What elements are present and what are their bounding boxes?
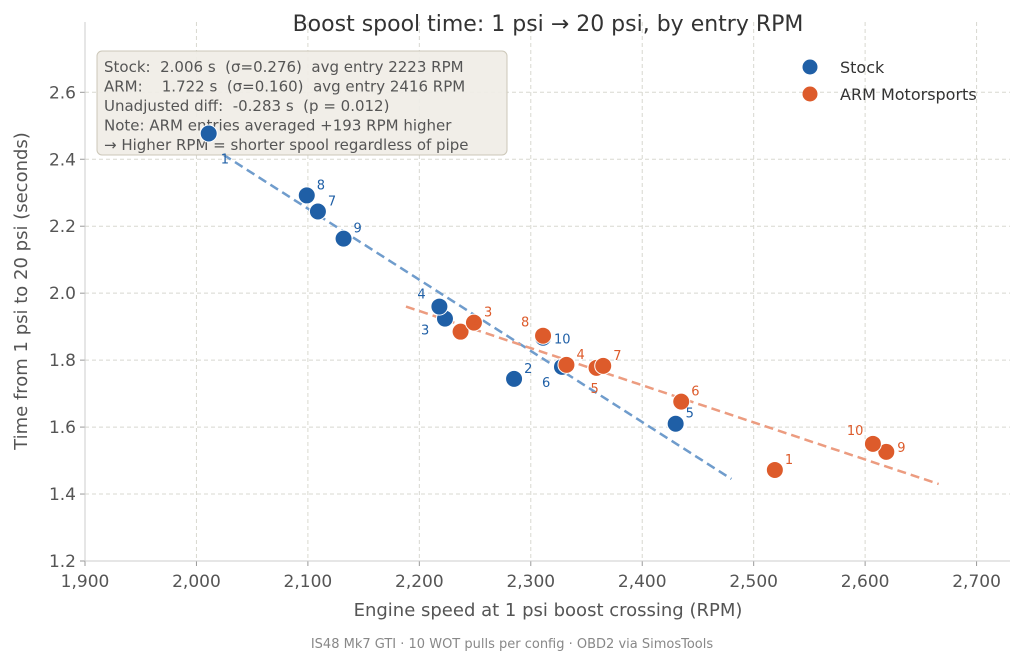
- point-label: 10: [847, 424, 864, 439]
- chart-title: Boost spool time: 1 psi → 20 psi, by ent…: [293, 12, 804, 37]
- x-axis-label: Engine speed at 1 psi boost crossing (RP…: [354, 600, 743, 621]
- x-tick-label: 2,500: [729, 572, 778, 592]
- point-label: 4: [417, 288, 425, 303]
- annotation-line: → Higher RPM = shorter spool regardless …: [104, 136, 469, 154]
- point-label: 8: [317, 178, 325, 193]
- x-tick-label: 2,700: [952, 572, 1001, 592]
- annotation-line: Note: ARM entries averaged +193 RPM high…: [104, 117, 452, 135]
- x-tick-label: 2,300: [506, 572, 555, 592]
- point-label: 3: [484, 306, 492, 321]
- point-label: 2: [471, 315, 479, 330]
- x-tick-label: 2,000: [172, 572, 221, 592]
- point-label: 2: [524, 362, 532, 377]
- legend-label: Stock: [840, 58, 885, 77]
- data-point: [877, 442, 896, 461]
- point-label: 4: [576, 348, 584, 363]
- data-point: [464, 313, 483, 332]
- annotation-line: Unadjusted diff: -0.283 s (p = 0.012): [104, 97, 389, 115]
- y-tick-label: 1.2: [49, 552, 76, 572]
- point-label: 5: [591, 382, 599, 397]
- y-tick-label: 1.6: [49, 418, 76, 438]
- annotation-line: Stock: 2.006 s (σ=0.276) avg entry 2223 …: [104, 58, 464, 76]
- data-point: [505, 369, 524, 388]
- y-tick-label: 2.6: [49, 83, 76, 103]
- data-point: [765, 460, 784, 479]
- y-tick-label: 1.4: [49, 485, 76, 505]
- x-tick-label: 1,900: [61, 572, 110, 592]
- legend-marker: [802, 59, 818, 75]
- y-axis-label: Time from 1 psi to 20 psi (seconds): [11, 132, 32, 451]
- data-point: [863, 434, 882, 453]
- point-label: 7: [613, 349, 621, 364]
- data-point: [451, 322, 470, 341]
- x-tick-label: 2,600: [841, 572, 890, 592]
- footer-note: IS48 Mk7 GTI · 10 WOT pulls per config ·…: [311, 637, 714, 652]
- annotation-line: ARM: 1.722 s (σ=0.160) avg entry 2416 RP…: [104, 78, 465, 96]
- legend-label: ARM Motorsports: [840, 85, 977, 104]
- annotation-box: [96, 50, 508, 156]
- data-point: [672, 392, 691, 411]
- data-point: [594, 356, 613, 375]
- point-label: 1: [221, 152, 229, 167]
- point-label: 8: [521, 316, 529, 331]
- legend-marker: [802, 86, 818, 102]
- x-tick-label: 2,100: [284, 572, 333, 592]
- data-point: [334, 229, 353, 248]
- point-label: 6: [691, 385, 699, 400]
- y-tick-label: 1.8: [49, 351, 76, 371]
- point-label: 3: [421, 324, 429, 339]
- point-label: 7: [328, 194, 336, 209]
- data-point: [199, 124, 218, 143]
- point-label: 5: [686, 407, 694, 422]
- data-point: [297, 186, 316, 205]
- x-tick-label: 2,400: [618, 572, 667, 592]
- y-tick-label: 2.4: [49, 150, 76, 170]
- point-label: 1: [785, 453, 793, 468]
- trend-line: [405, 305, 940, 486]
- data-point: [430, 297, 449, 316]
- point-label: 6: [542, 376, 550, 391]
- y-tick-label: 2.0: [49, 284, 76, 304]
- point-label: 9: [897, 441, 905, 456]
- data-point: [534, 326, 553, 345]
- data-point: [557, 355, 576, 374]
- point-label: 9: [354, 222, 362, 237]
- y-tick-label: 2.2: [49, 217, 76, 237]
- x-tick-label: 2,200: [395, 572, 444, 592]
- data-point: [308, 202, 327, 221]
- data-point: [666, 414, 685, 433]
- point-label: 10: [554, 333, 571, 348]
